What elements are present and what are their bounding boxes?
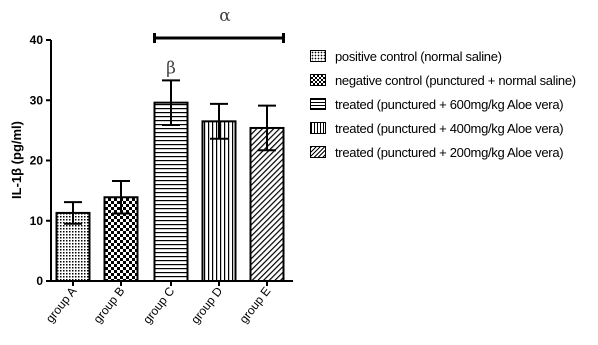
bar	[249, 126, 285, 282]
legend-item-positive-control: positive control (normal saline)	[310, 44, 595, 68]
legend: positive control (normal saline) negativ…	[310, 44, 595, 164]
beta-annotation: β	[166, 58, 176, 78]
chart-axes: 0 10 20 30 40	[30, 33, 293, 288]
legend-item-treated-400: treated (punctured + 400mg/kg Aloe vera)	[310, 116, 595, 140]
legend-label: treated (punctured + 200mg/kg Aloe vera)	[335, 144, 564, 160]
bar	[153, 101, 189, 282]
y-tick-label: 20	[30, 154, 44, 168]
x-tick-label: group B	[90, 284, 127, 326]
chart-annotations: βα	[153, 6, 285, 78]
x-tick-label: group A	[43, 284, 80, 325]
legend-item-negative-control: negative control (punctured + normal sal…	[310, 68, 595, 92]
chart-bars	[55, 79, 285, 286]
legend-swatch-check	[310, 74, 326, 86]
y-tick-label: 40	[30, 33, 44, 47]
bar	[201, 120, 237, 283]
x-tick-labels: group A group B group C group D group E	[43, 284, 274, 327]
legend-label: positive control (normal saline)	[335, 48, 502, 64]
legend-item-treated-600: treated (punctured + 600mg/kg Aloe vera)	[310, 92, 595, 116]
x-tick-label: group E	[236, 284, 273, 326]
y-axis-label: IL-1β (pg/ml)	[9, 121, 24, 199]
legend-swatch-horizontal	[310, 98, 326, 110]
legend-swatch-diagonal	[310, 146, 326, 158]
y-tick-label: 30	[30, 93, 44, 107]
legend-swatch-dots	[310, 50, 326, 62]
alpha-annotation: α	[219, 6, 231, 26]
x-tick-label: group D	[188, 284, 226, 327]
legend-label: treated (punctured + 400mg/kg Aloe vera)	[335, 120, 564, 136]
legend-label: negative control (punctured + normal sal…	[335, 72, 576, 88]
legend-swatch-vertical	[310, 122, 326, 134]
legend-item-treated-200: treated (punctured + 200mg/kg Aloe vera)	[310, 140, 595, 164]
legend-label: treated (punctured + 600mg/kg Aloe vera)	[335, 96, 564, 112]
y-tick-label: 10	[30, 214, 44, 228]
x-tick-label: group C	[140, 284, 178, 327]
y-tick-label: 0	[36, 274, 43, 288]
